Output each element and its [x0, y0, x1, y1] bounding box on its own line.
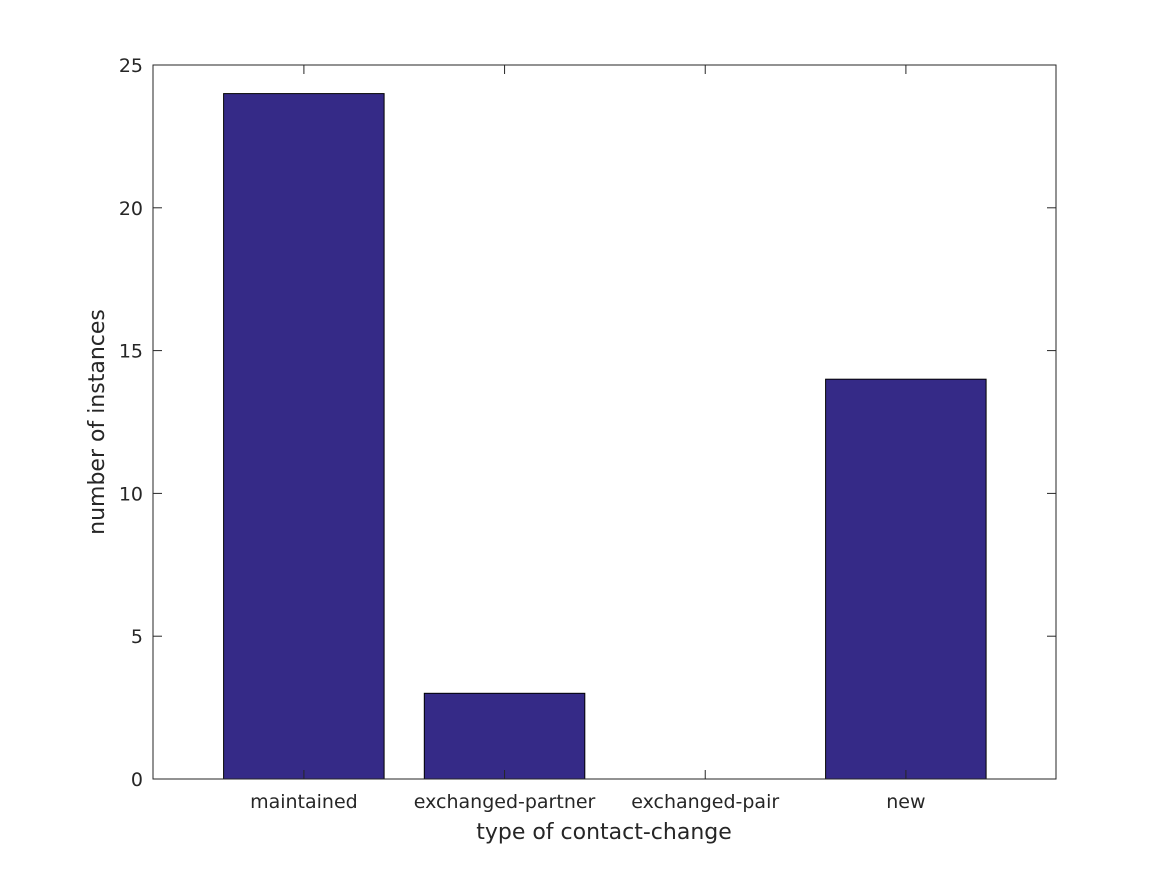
- x-ticks: maintained exchanged-partner exchanged-pai…: [250, 65, 926, 813]
- y-tick-label-20: 20: [119, 198, 143, 220]
- y-tick-label-10: 10: [119, 483, 143, 505]
- y-tick-label-5: 5: [131, 626, 143, 648]
- x-tick-label-exchanged-pair: exchanged-pair: [631, 791, 779, 813]
- y-tick-label-15: 15: [119, 341, 143, 363]
- axes: [152, 64, 1057, 780]
- x-tick-label-exchanged-partner: exchanged-partner: [414, 791, 596, 813]
- y-tick-label-25: 25: [119, 55, 143, 77]
- bars: [223, 93, 987, 780]
- axes-box: [152, 64, 1057, 780]
- y-ticks: 0 5 10 15 20 25: [119, 55, 1056, 791]
- bar-exchanged-partner: [423, 692, 586, 780]
- bar-new: [825, 378, 987, 780]
- x-tick-label-new: new: [886, 791, 925, 813]
- bar-maintained: [223, 93, 385, 780]
- y-axis-label: number of instances: [85, 309, 110, 535]
- x-axis-label: type of contact-change: [476, 820, 732, 845]
- y-tick-label-0: 0: [131, 769, 143, 791]
- x-tick-label-maintained: maintained: [250, 791, 358, 813]
